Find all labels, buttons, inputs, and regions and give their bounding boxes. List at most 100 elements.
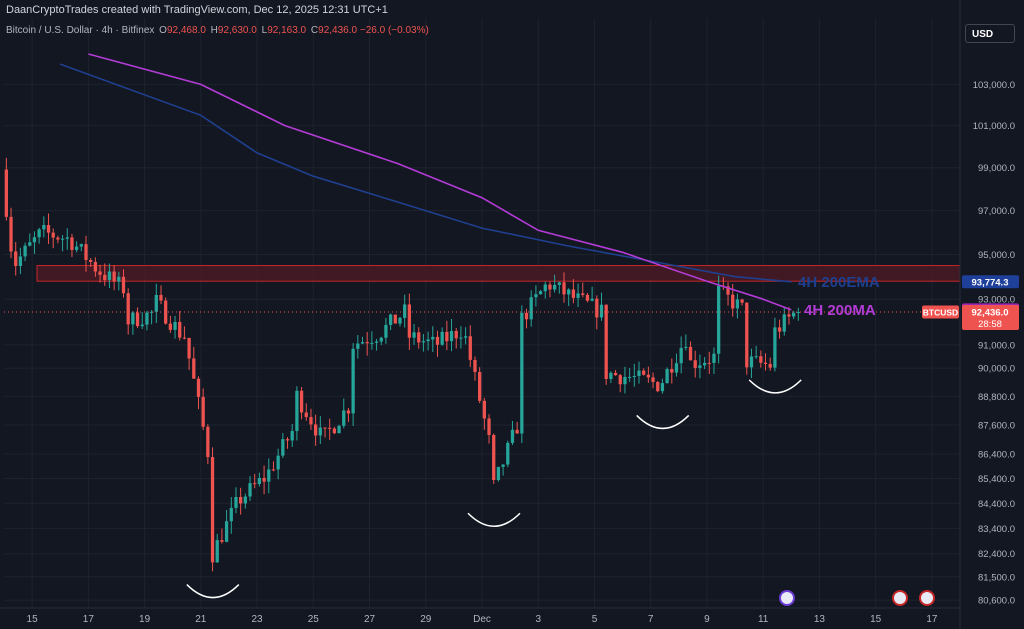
- candle-body: [421, 341, 426, 343]
- candle-body: [145, 312, 149, 325]
- candle-body: [337, 425, 341, 434]
- y-tick-label: 86,400.0: [978, 450, 1015, 461]
- candle-body: [567, 289, 571, 295]
- moving-averages: [59, 53, 792, 311]
- candle-body: [328, 427, 332, 429]
- candle-body: [159, 294, 163, 301]
- candle-body: [117, 276, 121, 282]
- candle-body: [674, 363, 679, 373]
- candle-body: [501, 464, 505, 467]
- legend-open: 92,468.0: [166, 25, 206, 36]
- candle-body: [18, 256, 23, 267]
- bitcoin-event-icon: [779, 590, 795, 606]
- last-price-label: 92,436.0: [972, 308, 1009, 319]
- candle-body: [178, 321, 182, 338]
- candle-body: [309, 417, 313, 425]
- bottom-curve: [748, 379, 802, 394]
- candle-body: [173, 321, 177, 330]
- candle-body: [79, 244, 83, 247]
- candle-body: [787, 314, 791, 317]
- candle-body: [313, 424, 318, 436]
- candle-body: [571, 289, 576, 298]
- candle-body: [492, 434, 496, 481]
- symbol-tag-bg: [922, 305, 959, 319]
- candle-body: [121, 276, 126, 294]
- candle-body: [440, 331, 444, 345]
- y-tick-label: 99,000.0: [978, 163, 1015, 174]
- candle-body: [346, 410, 351, 414]
- y-tick-label: 88,800.0: [978, 392, 1015, 403]
- y-tick-label: 103,000.0: [973, 80, 1015, 91]
- candle-body: [468, 336, 472, 360]
- candle-body: [698, 365, 702, 368]
- candle-body: [257, 477, 262, 485]
- candle-body: [618, 375, 622, 385]
- flag-event-icon: [892, 590, 908, 606]
- candle-body: [543, 284, 547, 292]
- candle-body: [403, 304, 407, 318]
- candle-body: [98, 271, 102, 275]
- candle-body: [234, 496, 238, 508]
- legend-close-key: C: [310, 25, 319, 36]
- candle-body: [182, 337, 187, 339]
- y-tick-label: 85,400.0: [978, 474, 1015, 485]
- candle-body: [426, 339, 430, 342]
- candle-body: [398, 317, 402, 324]
- legend-high-key: H: [210, 25, 218, 36]
- candle-body: [14, 251, 18, 267]
- candle-body: [590, 298, 594, 301]
- candle-body: [210, 457, 215, 563]
- bottom-curve: [467, 512, 521, 527]
- candle-body: [749, 356, 754, 368]
- currency-button[interactable]: USD: [965, 24, 1015, 43]
- candle-body: [782, 314, 786, 332]
- candle-body: [295, 390, 299, 432]
- x-tick-label: Dec: [473, 614, 491, 625]
- candle-body: [28, 242, 32, 246]
- candle-body: [478, 372, 482, 401]
- candle-body: [693, 360, 697, 368]
- candle-body: [187, 337, 191, 359]
- candle-body: [206, 426, 210, 458]
- ema-price-label: 93,774.3: [972, 277, 1009, 288]
- candle-body: [93, 261, 98, 272]
- candle-body: [74, 246, 79, 250]
- candle-body: [253, 483, 257, 485]
- legend-high: 92,630.0: [217, 25, 257, 36]
- candle-body: [304, 412, 308, 418]
- legend-low-key: L: [261, 25, 268, 36]
- countdown-label: 28:58: [978, 319, 1002, 330]
- candle-body: [60, 238, 65, 240]
- candle-body: [168, 323, 173, 330]
- legend-close: 92,436.0: [318, 25, 358, 36]
- y-tick-label: 91,000.0: [978, 340, 1015, 351]
- candle-body: [482, 400, 486, 419]
- candle-body: [248, 483, 252, 497]
- candle-body: [379, 337, 383, 342]
- candle-body: [37, 229, 41, 238]
- y-tick-label: 90,000.0: [978, 364, 1015, 375]
- ema-annotation: 4H 200EMA: [798, 274, 880, 291]
- candle-body: [646, 374, 651, 378]
- candle-body: [23, 245, 27, 257]
- candle-body: [731, 294, 735, 309]
- candle-body: [281, 439, 285, 456]
- candle-body: [290, 431, 294, 441]
- candle-body: [374, 341, 379, 343]
- y-tick-label: 81,500.0: [978, 572, 1015, 583]
- candle-body: [267, 469, 271, 482]
- x-tick-label: 5: [592, 614, 598, 625]
- candle-body: [412, 332, 416, 338]
- candle-body: [384, 324, 388, 338]
- x-tick-label: 15: [870, 614, 882, 625]
- candle-body: [365, 342, 369, 344]
- candle-body: [262, 477, 266, 482]
- candle-body: [229, 507, 233, 522]
- candle-body: [445, 331, 449, 342]
- candle-body: [84, 244, 88, 261]
- candle-body: [112, 271, 116, 282]
- candle-body: [740, 299, 744, 303]
- candle-body: [4, 169, 8, 217]
